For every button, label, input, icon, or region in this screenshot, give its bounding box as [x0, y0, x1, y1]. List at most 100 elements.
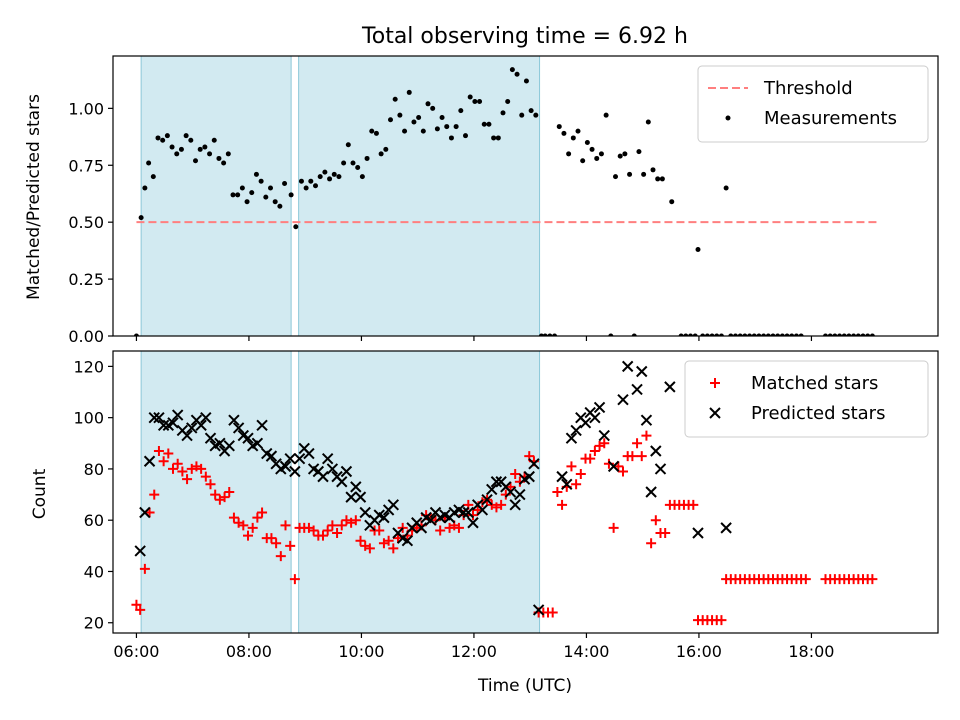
measurement-point: [865, 333, 871, 336]
measurement-point: [293, 224, 299, 230]
predicted-point: [181, 429, 193, 442]
measurement-point: [350, 160, 356, 166]
matched-point: [275, 551, 286, 562]
measurement-point: [552, 333, 558, 336]
measurement-point: [798, 333, 804, 336]
measurement-point: [570, 135, 576, 141]
measurement-point: [169, 144, 175, 150]
measurement-point: [133, 333, 139, 336]
measurement-point: [453, 124, 459, 130]
matched-point: [327, 520, 338, 531]
predicted-point: [607, 460, 620, 473]
predicted-point: [200, 411, 212, 424]
predicted-point: [354, 491, 367, 503]
predicted-point: [171, 409, 184, 421]
predicted-point: [186, 422, 198, 434]
axes-frame: [112, 350, 939, 634]
predicted-point: [167, 417, 179, 429]
predicted-point: [153, 411, 165, 424]
measurement-point: [216, 155, 222, 161]
y-tick-label: 1.00: [68, 99, 104, 118]
measurement-point: [155, 135, 161, 141]
matched-point: [636, 451, 647, 462]
measurement-point: [239, 185, 245, 191]
predicted-point: [514, 488, 526, 501]
measurement-point: [164, 133, 170, 139]
predicted-point: [556, 470, 568, 483]
matched-point: [280, 520, 291, 531]
x-tick-label: 08:00: [226, 642, 272, 661]
predicted-point: [303, 447, 315, 460]
matched-point: [149, 489, 160, 500]
measurement-point: [528, 108, 534, 114]
predicted-point: [664, 381, 676, 393]
measurement-point: [645, 119, 651, 125]
y-tick-label: 120: [73, 357, 104, 376]
predicted-point: [336, 476, 348, 488]
measurement-point: [775, 333, 781, 336]
x-tick-label: 14:00: [563, 642, 609, 661]
matched-point: [716, 615, 727, 626]
measurement-point: [388, 117, 393, 123]
measurement-point: [272, 199, 278, 205]
matched-point: [135, 604, 146, 615]
matched-point: [219, 492, 230, 503]
matched-point: [641, 430, 652, 441]
matched-point: [163, 448, 174, 459]
matched-point: [589, 445, 600, 456]
matched-point: [139, 563, 150, 574]
measurement-point: [183, 133, 189, 139]
matched-point: [210, 489, 221, 500]
predicted-point: [279, 460, 292, 473]
predicted-point: [621, 360, 634, 373]
measurement-point: [397, 112, 403, 118]
measurement-point: [288, 192, 294, 198]
measurement-point: [160, 137, 166, 143]
predicted-point: [387, 499, 400, 511]
measurement-point: [837, 333, 843, 336]
measurement-point: [317, 174, 323, 180]
matched-point: [510, 469, 521, 480]
matched-point: [177, 466, 188, 477]
measurement-point: [150, 174, 156, 180]
matched-point: [364, 543, 375, 554]
measurement-point: [369, 128, 375, 134]
legend: Matched stars Predicted stars: [684, 360, 929, 438]
matched-point: [266, 533, 277, 544]
measurement-point: [225, 151, 231, 157]
matched-point: [557, 499, 568, 510]
measurement-point: [258, 178, 264, 184]
measurement-point: [575, 128, 581, 134]
x-tick-label: 06:00: [113, 642, 159, 661]
measurement-point: [627, 171, 633, 177]
measurement-point: [392, 96, 398, 102]
matched-point: [271, 538, 282, 549]
measurement-point: [714, 333, 720, 336]
measurement-point: [486, 121, 492, 127]
measurement-point: [331, 171, 337, 177]
predicted-point: [134, 545, 146, 557]
predicted-point: [321, 452, 334, 465]
measurement-point: [631, 333, 637, 336]
measurement-point: [598, 151, 604, 157]
measurement-point: [709, 333, 715, 336]
measurement-point: [584, 140, 590, 146]
predicted-point: [425, 514, 437, 526]
measurement-point: [779, 333, 785, 336]
measurement-point: [495, 135, 501, 141]
matched-point: [238, 520, 249, 531]
predicted-point: [326, 463, 339, 475]
predicted-point: [462, 506, 475, 519]
predicted-point: [401, 535, 414, 547]
measurement-point: [566, 151, 572, 157]
legend-swatch: [725, 115, 731, 121]
matched-point: [608, 522, 619, 533]
predicted-point: [593, 401, 606, 414]
y-tick-label: 0.75: [68, 156, 104, 175]
y-tick-label: 60: [84, 511, 104, 530]
measurement-point: [556, 124, 562, 130]
matched-point: [632, 438, 643, 449]
predicted-point: [378, 511, 390, 524]
measurement-point: [467, 94, 473, 100]
measurement-point: [742, 333, 748, 336]
